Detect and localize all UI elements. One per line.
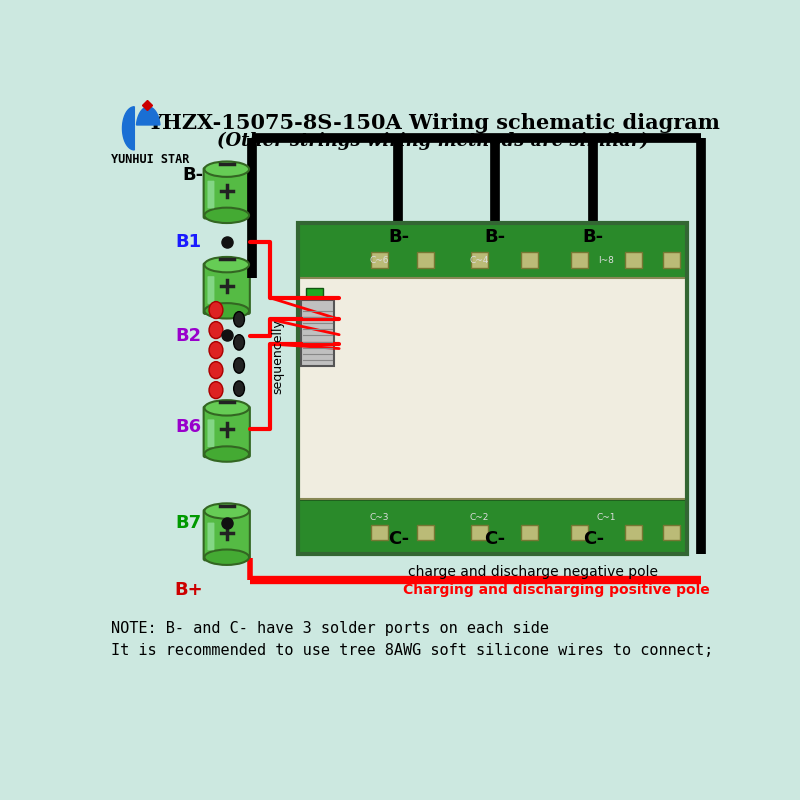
Text: C-: C- <box>582 530 604 548</box>
Text: B7: B7 <box>175 514 202 531</box>
Ellipse shape <box>209 382 223 398</box>
Polygon shape <box>137 106 160 125</box>
Bar <box>306 288 323 298</box>
Bar <box>298 223 687 554</box>
Ellipse shape <box>209 302 223 318</box>
Bar <box>370 252 388 268</box>
Ellipse shape <box>205 550 249 565</box>
Bar <box>298 498 687 554</box>
Ellipse shape <box>234 311 245 327</box>
Text: NOTE: B- and C- have 3 solder ports on each side: NOTE: B- and C- have 3 solder ports on e… <box>111 622 550 636</box>
Ellipse shape <box>205 503 249 518</box>
Text: It is recommended to use tree 8AWG soft silicone wires to connect;: It is recommended to use tree 8AWG soft … <box>111 643 714 658</box>
Bar <box>417 252 434 268</box>
Bar <box>471 525 488 540</box>
Bar <box>571 525 588 540</box>
Ellipse shape <box>205 303 249 318</box>
FancyBboxPatch shape <box>204 168 250 218</box>
Bar <box>298 278 687 498</box>
Bar <box>298 223 687 278</box>
Text: C~2: C~2 <box>470 513 489 522</box>
Ellipse shape <box>209 342 223 358</box>
Text: B6: B6 <box>175 418 202 436</box>
Text: charge and discharge negative pole: charge and discharge negative pole <box>408 565 658 579</box>
Bar <box>302 300 334 366</box>
Bar <box>521 525 538 540</box>
Text: B-: B- <box>582 228 604 246</box>
Polygon shape <box>122 106 134 150</box>
Text: B-: B- <box>388 228 409 246</box>
Text: C~1: C~1 <box>597 513 616 522</box>
Ellipse shape <box>205 446 249 462</box>
Bar <box>663 252 680 268</box>
Bar <box>625 252 642 268</box>
Ellipse shape <box>205 400 249 415</box>
Text: C-: C- <box>388 530 409 548</box>
FancyBboxPatch shape <box>204 406 250 457</box>
Bar <box>571 252 588 268</box>
FancyBboxPatch shape <box>207 419 214 447</box>
Ellipse shape <box>234 381 245 396</box>
FancyBboxPatch shape <box>204 263 250 314</box>
Text: B-: B- <box>484 228 506 246</box>
Text: B+: B+ <box>174 582 202 599</box>
Text: B2: B2 <box>175 327 202 346</box>
Text: C-: C- <box>484 530 506 548</box>
Text: B1: B1 <box>175 234 202 251</box>
Bar <box>471 252 488 268</box>
FancyBboxPatch shape <box>204 510 250 560</box>
Bar <box>417 525 434 540</box>
Text: YHZX-15075-8S-150A Wiring schematic diagram: YHZX-15075-8S-150A Wiring schematic diag… <box>146 113 719 133</box>
FancyBboxPatch shape <box>207 522 214 550</box>
Ellipse shape <box>234 358 245 373</box>
Text: C~4: C~4 <box>470 255 489 265</box>
Ellipse shape <box>205 208 249 223</box>
Text: (Other strings wiring methods are similar): (Other strings wiring methods are simila… <box>217 131 649 150</box>
Bar <box>370 525 388 540</box>
Text: I~8: I~8 <box>598 255 614 265</box>
Text: Charging and discharging positive pole: Charging and discharging positive pole <box>403 583 710 598</box>
Text: YUNHUI STAR: YUNHUI STAR <box>111 153 190 166</box>
Text: B-: B- <box>182 166 203 183</box>
Ellipse shape <box>209 362 223 378</box>
Text: sequencelly: sequencelly <box>271 319 284 394</box>
Ellipse shape <box>205 257 249 272</box>
Ellipse shape <box>209 322 223 338</box>
Bar <box>625 525 642 540</box>
Ellipse shape <box>205 162 249 177</box>
FancyBboxPatch shape <box>207 276 214 304</box>
Ellipse shape <box>234 334 245 350</box>
Bar <box>663 525 680 540</box>
Text: C~6: C~6 <box>370 255 389 265</box>
Bar <box>521 252 538 268</box>
Text: C~3: C~3 <box>370 513 389 522</box>
FancyBboxPatch shape <box>207 181 214 209</box>
